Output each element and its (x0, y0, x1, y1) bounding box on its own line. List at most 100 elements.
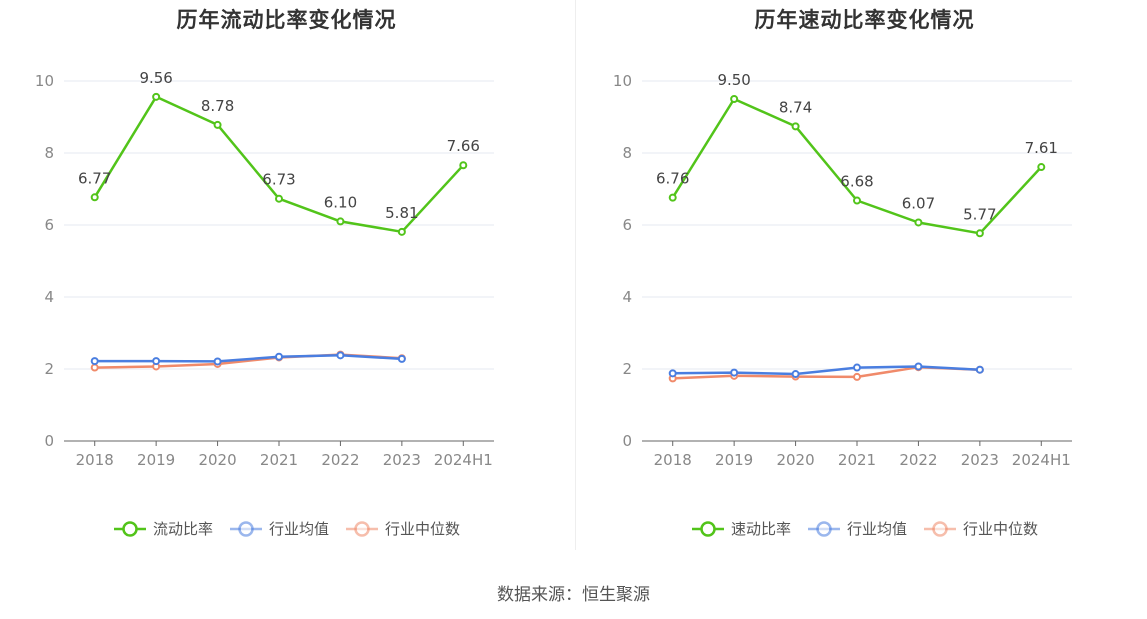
x-tick-label: 2018 (76, 451, 114, 469)
legend-swatch-icon (691, 520, 724, 537)
data-label: 6.73 (262, 171, 295, 189)
y-tick-label: 10 (35, 72, 54, 90)
y-tick-label: 6 (622, 216, 632, 234)
data-point (213, 120, 222, 129)
chart-title: 历年速动比率变化情况 (754, 8, 975, 32)
y-tick-label: 8 (44, 144, 54, 162)
data-point (213, 357, 222, 366)
legend-swatch-icon (113, 520, 146, 537)
data-point (275, 352, 283, 361)
x-tick-label: 2024H1 (1012, 451, 1071, 469)
data-point (853, 196, 861, 205)
data-point (853, 363, 861, 372)
legend-marker (932, 520, 948, 537)
legend-item[interactable]: 行业中位数 (923, 518, 1038, 539)
legend-label: 行业中位数 (385, 520, 461, 538)
data-point (668, 369, 677, 378)
data-point (459, 161, 468, 170)
x-tick-label: 2021 (260, 451, 298, 469)
y-tick-label: 4 (622, 288, 632, 306)
legend-marker (122, 520, 138, 537)
legend-label: 行业均值 (268, 520, 329, 538)
x-tick-label: 2019 (137, 451, 175, 469)
data-label: 8.74 (779, 98, 812, 116)
data-point (1037, 163, 1046, 172)
legend-item[interactable]: 行业均值 (807, 518, 907, 539)
data-point (730, 95, 739, 103)
data-point (336, 351, 345, 360)
data-label: 7.66 (447, 137, 480, 155)
x-tick-label: 2022 (899, 451, 937, 469)
data-point (853, 372, 861, 381)
data-point (397, 354, 406, 363)
series-line (94, 354, 402, 363)
quick-ratio-chart: 历年速动比率变化情况 0 2 4 6 8 10 2018 2019 2020 2021 2022 20… (578, 0, 1147, 560)
legend-swatch-icon (229, 520, 262, 537)
legend-item[interactable]: 速动比率 (691, 518, 791, 539)
legend-marker (238, 520, 254, 537)
y-tick-label: 2 (44, 360, 54, 378)
data-point (914, 218, 923, 227)
legend-label: 流动比率 (152, 520, 213, 538)
data-label: 6.76 (656, 170, 689, 188)
y-tick-label: 0 (622, 432, 632, 450)
x-tick-label: 2023 (961, 451, 999, 469)
chart-title: 历年流动比率变化情况 (176, 8, 397, 32)
data-point (152, 357, 161, 366)
x-tick-label: 2021 (838, 451, 876, 469)
x-tick-label: 2018 (654, 451, 692, 469)
legend-swatch-icon (346, 520, 378, 537)
legend-label: 行业中位数 (963, 520, 1039, 538)
legend-marker (700, 520, 716, 537)
legend-swatch-icon (924, 520, 956, 537)
data-label: 9.50 (717, 71, 750, 89)
x-tick-label: 2019 (715, 451, 753, 469)
x-tick-label: 2020 (776, 451, 814, 469)
data-label: 9.56 (139, 69, 172, 87)
data-point (275, 194, 283, 203)
legend-marker (354, 520, 370, 537)
legend-label: 行业均值 (846, 520, 907, 538)
data-label: 8.78 (201, 97, 234, 115)
y-tick-label: 0 (44, 432, 54, 450)
y-tick-label: 10 (613, 72, 632, 90)
legend-item[interactable]: 行业均值 (229, 518, 329, 539)
panel-divider (575, 0, 576, 550)
data-point (336, 217, 345, 226)
data-point (90, 193, 99, 202)
data-point (975, 229, 984, 238)
data-label: 6.77 (78, 169, 111, 187)
data-point (668, 193, 677, 202)
data-source-note: 数据来源：恒生聚源 (497, 585, 650, 605)
data-label: 5.77 (963, 205, 996, 223)
data-label: 7.61 (1025, 139, 1058, 157)
data-point (791, 122, 800, 131)
chart-legend: 速动比率 行业均值 行业中位数 (578, 518, 1147, 539)
current-ratio-chart: 历年流动比率变化情况 0 2 4 6 8 10 2018 2019 2020 2021 2022 20… (0, 0, 573, 560)
legend-item[interactable]: 行业中位数 (345, 518, 460, 539)
data-point (152, 92, 161, 101)
y-tick-label: 6 (44, 216, 54, 234)
x-tick-label: 2023 (383, 451, 421, 469)
legend-swatch-icon (807, 520, 840, 537)
quick-ratio-plot: 0 2 4 6 8 10 2018 2019 2020 2021 2022 2023 2024H1 6.7… (613, 71, 1072, 469)
data-label: 6.10 (324, 193, 357, 211)
y-tick-label: 8 (622, 144, 632, 162)
current-ratio-plot: 0 2 4 6 8 10 2018 2019 2020 2021 2022 2023 2024H1 6.7… (35, 69, 494, 469)
x-tick-label: 2024H1 (434, 451, 493, 469)
data-label: 6.07 (902, 194, 935, 212)
data-point (90, 363, 99, 372)
x-tick-label: 2022 (321, 451, 359, 469)
data-point (975, 365, 984, 374)
data-label: 5.81 (385, 204, 418, 222)
series-line (672, 365, 980, 376)
y-tick-label: 4 (44, 288, 54, 306)
data-point (791, 370, 800, 379)
data-point (730, 368, 739, 377)
legend-label: 速动比率 (730, 520, 791, 538)
legend-item[interactable]: 流动比率 (113, 518, 213, 539)
data-label: 6.68 (840, 173, 873, 191)
y-tick-label: 2 (622, 360, 632, 378)
data-point (914, 362, 923, 371)
data-point (90, 357, 99, 366)
